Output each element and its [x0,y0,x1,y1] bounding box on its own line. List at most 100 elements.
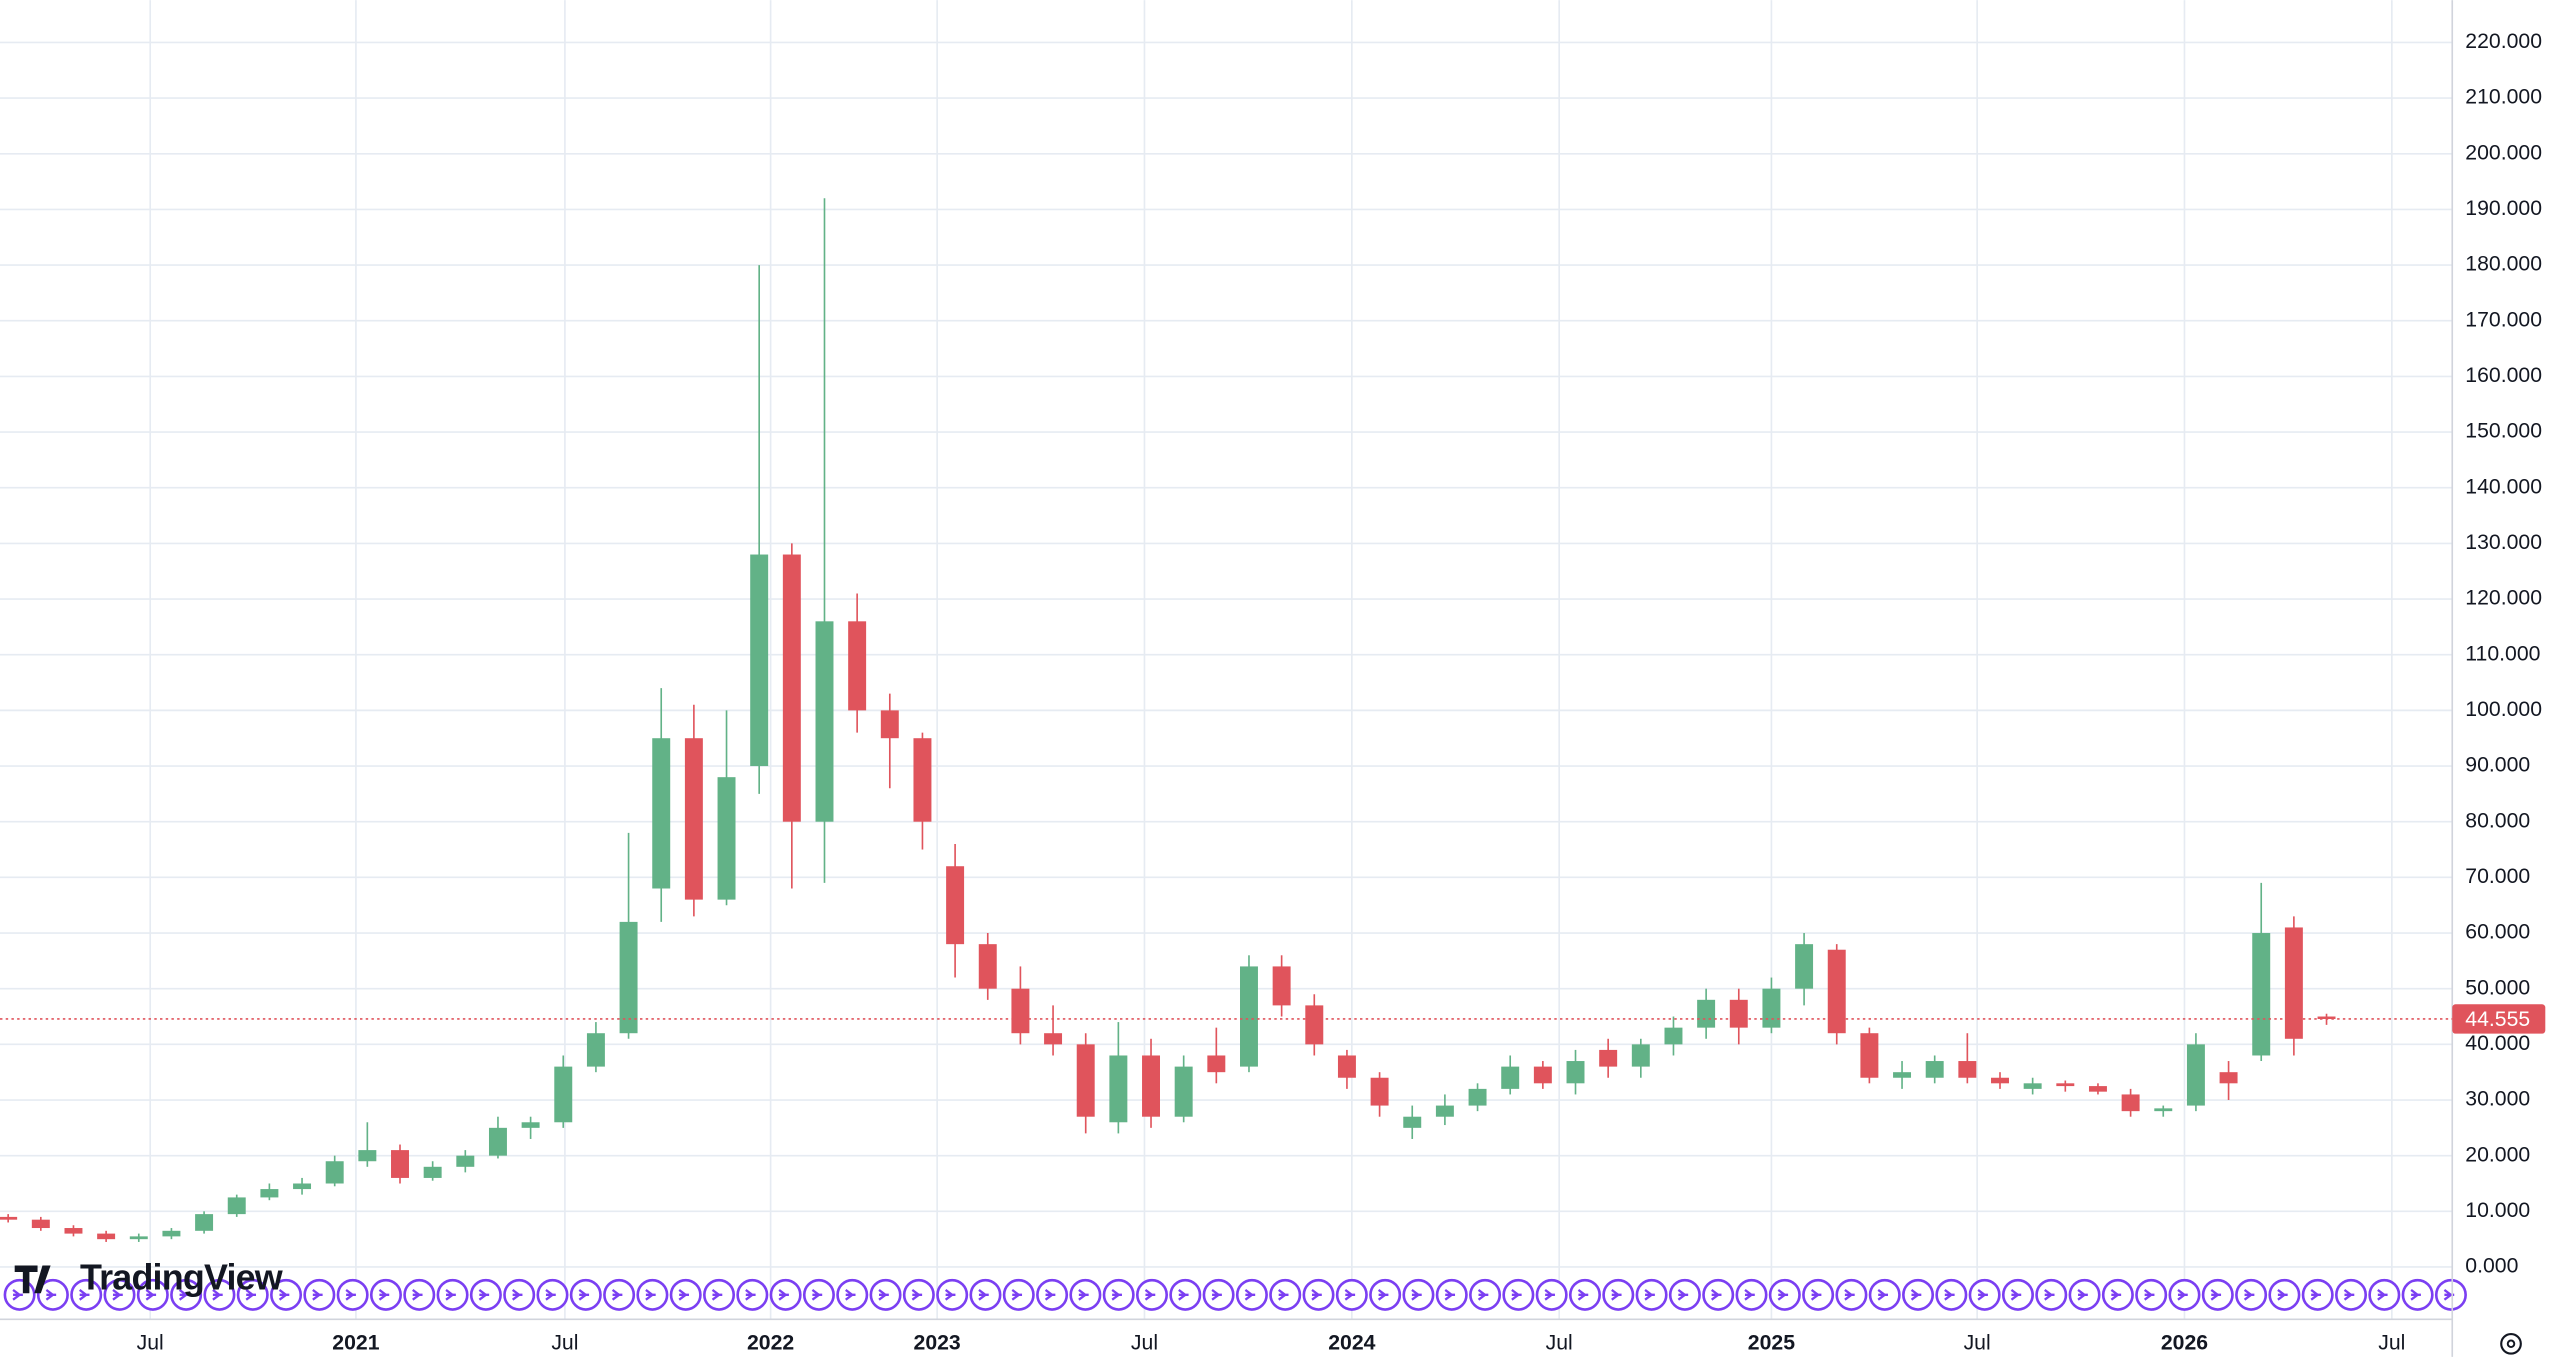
x-tick-label: Jul [2378,1331,2405,1354]
candle-body [2088,1086,2107,1092]
event-arrow [1511,1289,1522,1301]
candle-body [195,1214,214,1231]
candle-body [1109,1055,1128,1123]
candle-body [1762,988,1781,1028]
event-arrow [1577,1289,1589,1301]
candle-body [488,1127,507,1156]
candle-body [1174,1066,1193,1117]
candle-body [456,1155,475,1167]
candle-body [2154,1108,2173,1112]
candle-body [1207,1055,1226,1073]
event-arrow [1710,1289,1722,1301]
candle-body [1403,1116,1422,1128]
event-arrow [1677,1289,1689,1301]
candle-body [1076,1044,1095,1117]
candle-body [521,1122,540,1128]
event-arrow [578,1289,590,1301]
x-tick-label: Jul [1131,1331,1158,1354]
x-tick-label: 2025 [1748,1331,1795,1354]
x-tick-label: Jul [551,1331,578,1354]
candle-body [554,1066,573,1123]
x-tick-label: 2024 [1328,1331,1375,1354]
logo: TradingView [14,1257,284,1298]
x-tick-label: Jul [1546,1331,1573,1354]
event-arrow [645,1289,656,1301]
y-tick-label: 40.000 [2465,1032,2530,1055]
y-tick-label: 120.000 [2465,587,2542,610]
candle-body [1435,1105,1454,1117]
event-arrow [1244,1289,1256,1301]
candle-body [2284,927,2303,1039]
y-tick-label: 90.000 [2465,754,2530,777]
x-tick-label: 2021 [332,1331,379,1354]
candle-body [1533,1066,1552,1084]
event-arrow [1844,1289,1855,1301]
y-tick-label: 190.000 [2465,197,2542,220]
event-arrow [2110,1289,2122,1301]
y-tick-label: 170.000 [2465,308,2542,331]
x-tick-label: 2023 [914,1331,961,1354]
event-arrow [1278,1289,1289,1301]
candle-body [1893,1072,1912,1078]
event-arrow [1877,1289,1889,1301]
event-arrow [212,1289,223,1301]
event-arrow [1977,1289,1988,1301]
event-arrow [2277,1289,2288,1301]
grid [0,0,2453,1320]
event-arrow [1810,1289,1822,1301]
event-arrow [1477,1289,1489,1301]
y-tick-label: 140.000 [2465,475,2542,498]
y-tick-label: 210.000 [2465,86,2542,109]
event-arrow [778,1289,789,1301]
candle-body [97,1233,116,1240]
event-arrow [445,1289,456,1301]
y-tick-label: 20.000 [2465,1143,2530,1166]
event-arrow [1411,1289,1422,1301]
event-arrow [1078,1289,1089,1301]
event-arrow [1611,1289,1622,1301]
event-arrow [2210,1289,2222,1301]
event-arrow [878,1289,889,1301]
candle-body [1142,1055,1160,1117]
candle-body [1729,999,1748,1028]
event-arrow [745,1289,756,1301]
settings-icon[interactable] [2500,1332,2522,1355]
event-arrow [611,1289,623,1301]
event-arrow [412,1289,423,1301]
candle-body [1044,1033,1063,1045]
event-arrow [2143,1289,2155,1301]
candle-body [619,921,638,1034]
event-arrow [1744,1289,1755,1301]
event-arrow [2410,1289,2421,1301]
candle-body [880,710,899,739]
y-tick-label: 60.000 [2465,921,2530,944]
event-arrow [1044,1289,1056,1301]
event-arrow [944,1289,956,1301]
candle-body [1991,1077,2009,1084]
candle-body [782,554,801,822]
event-arrow [2310,1289,2321,1301]
candle-body [978,944,997,989]
x-tick-label: Jul [1964,1331,1991,1354]
event-arrow [511,1289,523,1301]
event-arrow [112,1289,123,1301]
event-arrow [145,1289,157,1301]
event-arrow [678,1289,689,1301]
event-arrow [2010,1289,2022,1301]
candle-body [1337,1055,1356,1078]
candles [0,198,2336,1242]
y-tick-label: 0.000 [2465,1255,2518,1278]
event-arrow [2177,1289,2188,1301]
event-arrow [2343,1289,2355,1301]
candle-body [684,738,703,900]
event-arrow [378,1289,390,1301]
event-arrow [545,1289,556,1301]
y-tick-label: 130.000 [2465,531,2542,554]
candle-body [1827,949,1846,1034]
settings-button[interactable] [2500,1332,2522,1355]
y-tick-label: 150.000 [2465,420,2542,443]
candle-body [64,1228,83,1234]
event-arrow [811,1289,823,1301]
y-tick-label: 30.000 [2465,1088,2530,1111]
